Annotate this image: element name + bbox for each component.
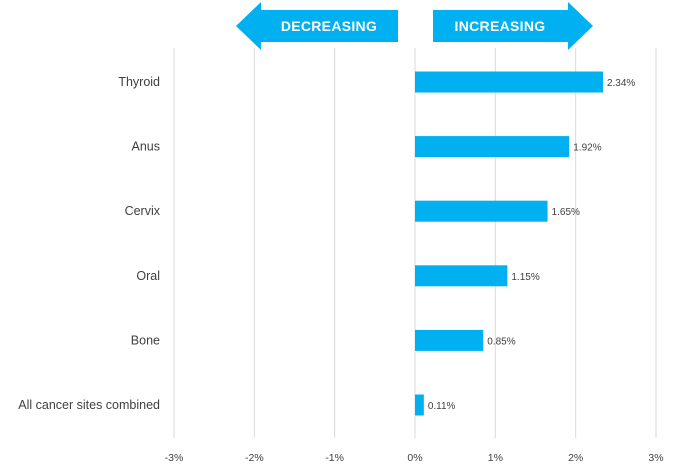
x-tick-label: 1% [488, 452, 503, 464]
data-label: 0.11% [428, 401, 456, 412]
data-label: 0.85% [487, 336, 515, 347]
x-tick-label: -3% [165, 452, 184, 464]
x-tick-label: 0% [407, 452, 422, 464]
increasing-label: INCREASING [455, 18, 546, 34]
data-label: 1.65% [552, 207, 580, 218]
decreasing-label: DECREASING [281, 18, 377, 34]
category-label: Cervix [125, 204, 161, 218]
data-label: 2.34% [607, 78, 635, 89]
x-axis-tick-labels: -3% -2% -1% 0% 1% 2% 3% [165, 452, 664, 464]
data-label: 1.92% [573, 143, 601, 154]
bar [415, 329, 484, 351]
data-label: 1.15% [511, 272, 539, 283]
category-label: Thyroid [118, 75, 160, 89]
value-labels: 2.34% 1.92% 1.65% 1.15% 0.85% 0.11% [428, 78, 636, 412]
bar [415, 265, 508, 287]
category-label: Anus [132, 140, 161, 154]
right-arrow-icon [433, 2, 593, 50]
gridlines [173, 48, 657, 438]
x-tick-label: 2% [568, 452, 583, 464]
category-label: Oral [136, 269, 160, 283]
x-tick-label: 3% [648, 452, 663, 464]
bars [415, 71, 603, 416]
bar [415, 71, 603, 93]
bar [415, 200, 548, 222]
decreasing-arrow: DECREASING [236, 2, 398, 50]
bar [415, 136, 570, 158]
increasing-arrow: INCREASING [433, 2, 593, 50]
left-arrow-icon [236, 2, 398, 50]
category-label: All cancer sites combined [18, 398, 160, 412]
bar [415, 394, 424, 416]
x-tick-label: -2% [245, 452, 264, 464]
category-label: Bone [131, 333, 160, 347]
x-tick-label: -1% [325, 452, 344, 464]
category-labels: Thyroid Anus Cervix Oral Bone All cancer site… [18, 75, 160, 412]
